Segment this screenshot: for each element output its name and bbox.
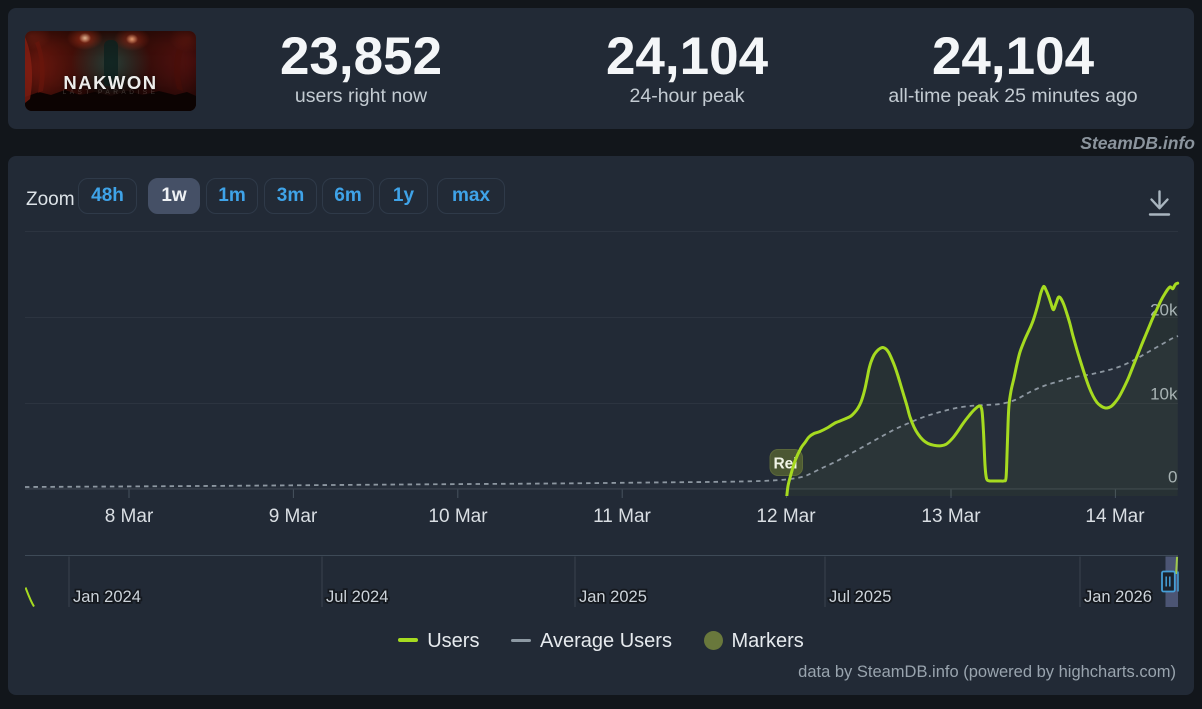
svg-text:20k: 20k [1150, 301, 1178, 320]
svg-text:Jan 2025: Jan 2025 [579, 588, 647, 606]
svg-text:0: 0 [1168, 468, 1177, 487]
svg-text:10 Mar: 10 Mar [428, 506, 488, 527]
svg-text:14 Mar: 14 Mar [1085, 506, 1145, 527]
svg-text:12 Mar: 12 Mar [756, 506, 816, 527]
svg-text:8 Mar: 8 Mar [105, 506, 154, 527]
svg-text:Jan 2024: Jan 2024 [73, 588, 141, 606]
svg-text:Jan 2026: Jan 2026 [1084, 588, 1152, 606]
svg-text:13 Mar: 13 Mar [921, 506, 981, 527]
svg-text:11 Mar: 11 Mar [593, 506, 651, 527]
svg-text:Jul 2025: Jul 2025 [829, 588, 891, 606]
svg-text:9 Mar: 9 Mar [269, 506, 318, 527]
svg-text:10k: 10k [1150, 385, 1178, 404]
svg-text:Jul 2024: Jul 2024 [326, 588, 388, 606]
